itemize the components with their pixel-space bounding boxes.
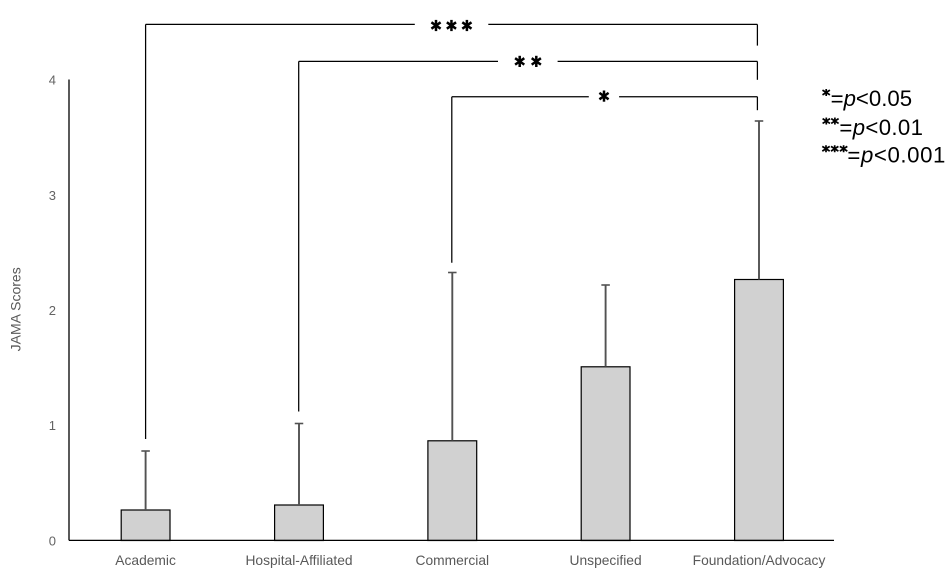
svg-text:=p<0.001: =p<0.001	[847, 143, 946, 168]
svg-text:Hospital-Affiliated: Hospital-Affiliated	[245, 553, 352, 568]
svg-text:Academic: Academic	[115, 553, 176, 568]
svg-text:=p<0.05: =p<0.05	[831, 86, 912, 111]
svg-text:Unspecified: Unspecified	[570, 553, 642, 568]
svg-text:Foundation/Advocacy: Foundation/Advocacy	[693, 553, 826, 568]
svg-text:3: 3	[49, 188, 56, 203]
svg-text:4: 4	[49, 73, 56, 88]
svg-text:JAMA Scores: JAMA Scores	[7, 267, 23, 351]
svg-text:2: 2	[49, 303, 56, 318]
svg-text:Commercial: Commercial	[416, 553, 490, 568]
svg-text:1: 1	[49, 418, 56, 433]
svg-text:=p<0.01: =p<0.01	[839, 115, 923, 140]
svg-text:0: 0	[49, 533, 56, 548]
